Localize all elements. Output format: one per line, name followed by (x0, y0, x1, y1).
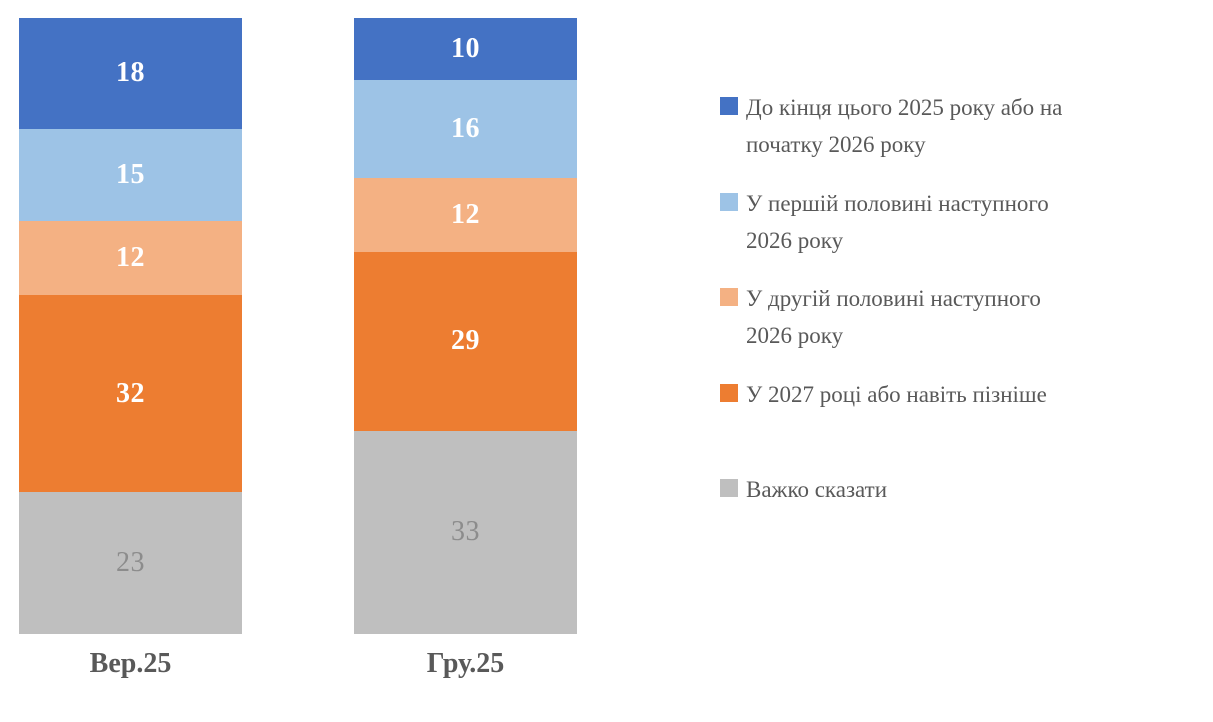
legend-item: У другій половині наступного 2026 року (720, 280, 1041, 354)
segment-value-label: 33 (451, 516, 480, 548)
segment-value-label: 12 (451, 199, 480, 231)
bar-segment: 10 (354, 18, 577, 80)
bar-segment: 32 (19, 295, 242, 493)
legend-label: У другій половині наступного 2026 року (746, 286, 1041, 348)
legend-label: У 2027 році або навіть пізніше (746, 382, 1047, 407)
segment-value-label: 18 (116, 57, 145, 89)
bar-segment: 16 (354, 79, 577, 179)
legend-item: У першій половині наступного 2026 року (720, 185, 1049, 259)
segment-value-label: 15 (116, 159, 145, 191)
bar-column-1: 10 16 12 29 33 (354, 18, 577, 634)
bar-segment: 12 (19, 221, 242, 296)
segment-value-label: 32 (116, 377, 145, 409)
legend-item: До кінця цього 2025 року або на початку 2… (720, 89, 1062, 163)
legend-item: Важко сказати (720, 471, 887, 508)
legend-swatch-icon (720, 479, 738, 497)
legend-item: У 2027 році або навіть пізніше (720, 376, 1047, 413)
bar-column-0: 18 15 12 32 23 (19, 18, 242, 634)
chart-legend: До кінця цього 2025 року або на початку 2… (720, 0, 1200, 722)
plot-area: 18 15 12 32 23 Вер.25 10 16 12 29 33 Гру.25 (19, 18, 577, 679)
legend-label: До кінця цього 2025 року або на початку 2… (746, 95, 1063, 157)
segment-value-label: 29 (451, 325, 480, 357)
bar-segment: 12 (354, 178, 577, 253)
legend-swatch-icon (720, 193, 738, 211)
bar-segment: 33 (354, 430, 577, 634)
legend-label: У першій половині наступного 2026 року (746, 191, 1049, 253)
legend-label: Важко сказати (746, 477, 887, 502)
bar-segment: 18 (19, 18, 242, 129)
segment-value-label: 16 (451, 112, 480, 144)
bar-segment: 29 (354, 252, 577, 431)
segment-value-label: 10 (451, 32, 480, 64)
category-axis-label: Вер.25 (89, 648, 172, 679)
segment-value-label: 12 (116, 242, 145, 274)
legend-swatch-icon (720, 384, 738, 402)
bar-segment: 23 (19, 492, 242, 634)
legend-swatch-icon (720, 288, 738, 306)
category-axis-label: Гру.25 (426, 648, 505, 679)
legend-swatch-icon (720, 97, 738, 115)
bar-segment: 15 (19, 128, 242, 222)
segment-value-label: 23 (116, 547, 145, 579)
